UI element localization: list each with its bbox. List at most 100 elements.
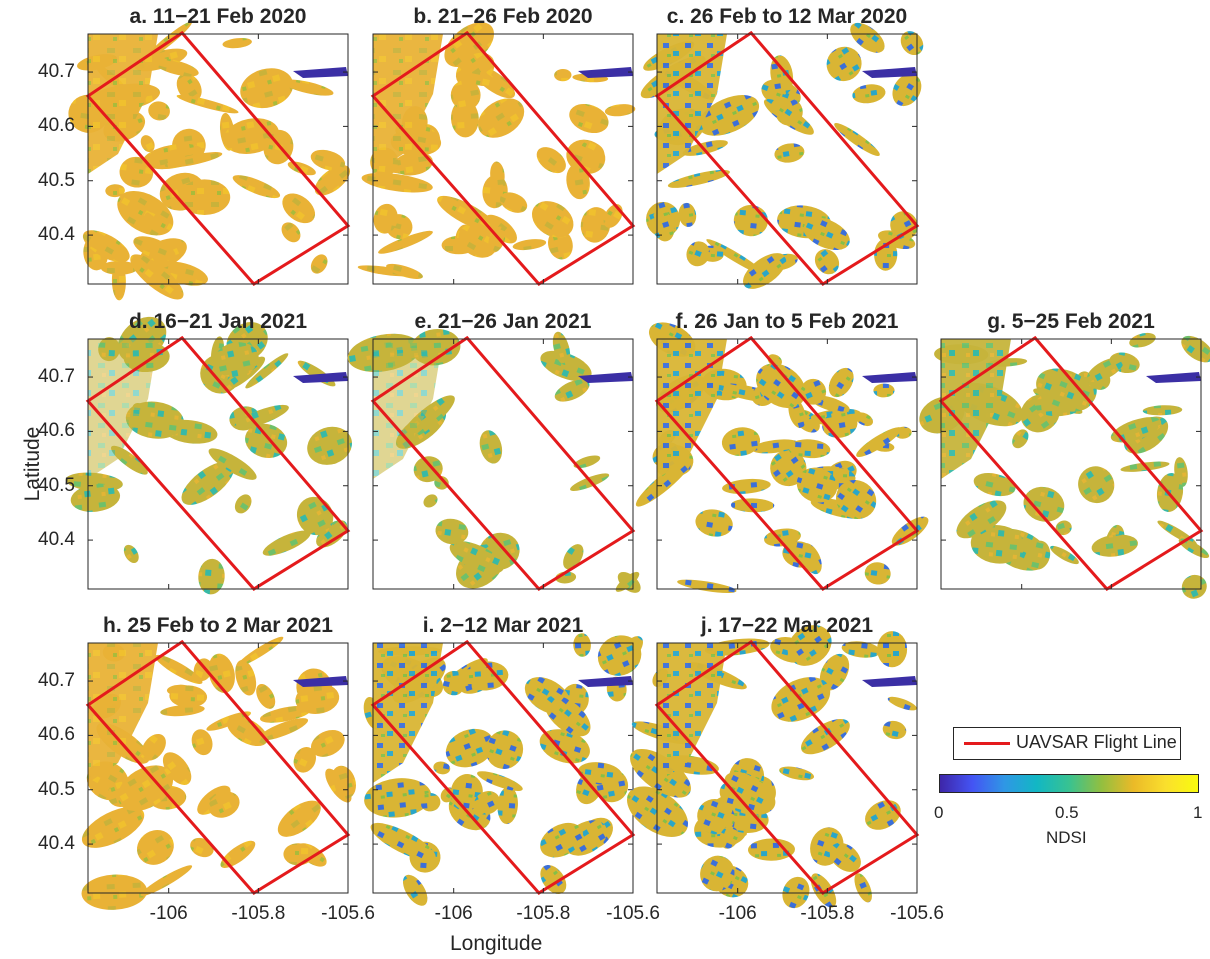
- snow-patch: [774, 143, 805, 163]
- y-tick-label: 40.5: [38, 474, 75, 496]
- snow-patch: [1050, 545, 1079, 565]
- snow-patch: [1036, 368, 1094, 412]
- snow-patch: [682, 140, 728, 156]
- legend-label: UAVSAR Flight Line: [1016, 732, 1177, 752]
- snow-patch: [789, 439, 831, 459]
- snow-patch: [413, 456, 443, 483]
- axes-frame: [87, 642, 349, 894]
- snow-patch: [763, 99, 814, 135]
- legend: UAVSAR Flight Line: [953, 727, 1181, 760]
- snow-patch: [117, 765, 174, 812]
- snow-patch: [282, 79, 334, 96]
- axes-frame: [656, 338, 918, 590]
- snow-patch: [478, 98, 525, 138]
- colorbar-label: NDSI: [1046, 828, 1087, 847]
- snow-patch: [892, 73, 922, 107]
- snow-patch: [111, 261, 126, 301]
- snow-patch: [1023, 486, 1065, 522]
- snow-patch: [220, 840, 256, 869]
- snow-patch: [1178, 538, 1210, 559]
- snow-patch: [743, 253, 787, 289]
- snow-patch: [873, 383, 895, 398]
- reservoir: [862, 676, 917, 687]
- snow-patch: [721, 427, 761, 456]
- snow-patch: [569, 103, 609, 134]
- snow-patch: [123, 544, 139, 563]
- snow-patch: [81, 806, 145, 848]
- snow-patch: [485, 730, 524, 770]
- x-tick-label: -106: [149, 903, 188, 924]
- snow-patch: [435, 518, 469, 545]
- snow-patch: [1055, 520, 1072, 536]
- snow-patch: [856, 427, 902, 458]
- snow-patch: [148, 101, 170, 121]
- y-tick-label: 40.4: [38, 529, 75, 551]
- snow-patch: [1012, 429, 1029, 449]
- snow-patch: [796, 467, 838, 503]
- axes-frame: [372, 642, 634, 894]
- snow-patch: [540, 822, 584, 858]
- axes-frame: [372, 338, 634, 590]
- snow-patch: [442, 677, 464, 696]
- snow-patch: [970, 524, 1025, 564]
- snow-region: [373, 339, 443, 479]
- axes-frame: [87, 33, 349, 285]
- snow-patch: [826, 46, 862, 82]
- snow-patch: [829, 842, 861, 872]
- snow-patch: [364, 778, 432, 818]
- snow-patch: [378, 230, 433, 254]
- snow-patch: [310, 254, 328, 274]
- snow-region: [941, 339, 1011, 479]
- snow-patch: [667, 169, 730, 188]
- snow-patch: [1027, 540, 1051, 570]
- reservoir: [862, 372, 917, 383]
- y-tick-label: 40.7: [38, 670, 75, 692]
- x-tick-label: -105.8: [231, 903, 286, 924]
- snow-patch: [208, 448, 257, 480]
- snow-patch: [474, 791, 501, 815]
- snow-patch: [864, 562, 891, 585]
- snow-patch: [597, 635, 642, 676]
- snow-patch: [497, 786, 518, 825]
- snow-region: [657, 643, 727, 783]
- y-tick-label: 40.6: [38, 420, 75, 442]
- snow-patch: [458, 223, 498, 258]
- snow-patch: [800, 378, 827, 405]
- snow-patch: [695, 509, 733, 537]
- y-tick-label: 40.7: [38, 366, 75, 388]
- snow-patch: [162, 752, 192, 785]
- map-panel: [357, 22, 636, 286]
- snow-patch: [464, 661, 509, 691]
- snow-patch: [155, 654, 203, 684]
- map-panel: [68, 21, 351, 301]
- snow-patch: [423, 494, 438, 508]
- snow-patch: [854, 873, 872, 903]
- snow-patch: [234, 494, 252, 514]
- snow-patch: [296, 496, 334, 536]
- colorbar-tick-1: 1: [1193, 803, 1203, 822]
- snow-patch: [316, 520, 348, 548]
- snow-patch: [164, 152, 223, 168]
- snow-patch: [105, 184, 125, 198]
- panel-title: g. 5−25 Feb 2021: [987, 310, 1155, 333]
- map-panel: [919, 332, 1210, 599]
- snow-patch: [234, 404, 289, 429]
- x-axis-label: Longitude: [450, 932, 543, 955]
- snow-patch: [169, 685, 208, 708]
- snow-patch: [770, 449, 807, 487]
- snow-patch: [554, 68, 572, 82]
- x-tick-label: -105.6: [321, 903, 375, 924]
- snow-patch: [828, 367, 854, 398]
- snow-patch: [449, 541, 504, 574]
- snow-patch: [307, 426, 352, 465]
- snow-patch: [314, 165, 351, 196]
- snow-patch: [900, 31, 924, 56]
- snow-patch: [262, 530, 311, 556]
- snow-patch: [450, 99, 479, 138]
- snow-patch: [882, 720, 907, 740]
- snow-patch: [136, 829, 174, 865]
- snow-region: [657, 34, 727, 174]
- map-panel: [65, 316, 352, 595]
- snow-patch: [277, 800, 321, 837]
- snow-patch: [706, 239, 766, 276]
